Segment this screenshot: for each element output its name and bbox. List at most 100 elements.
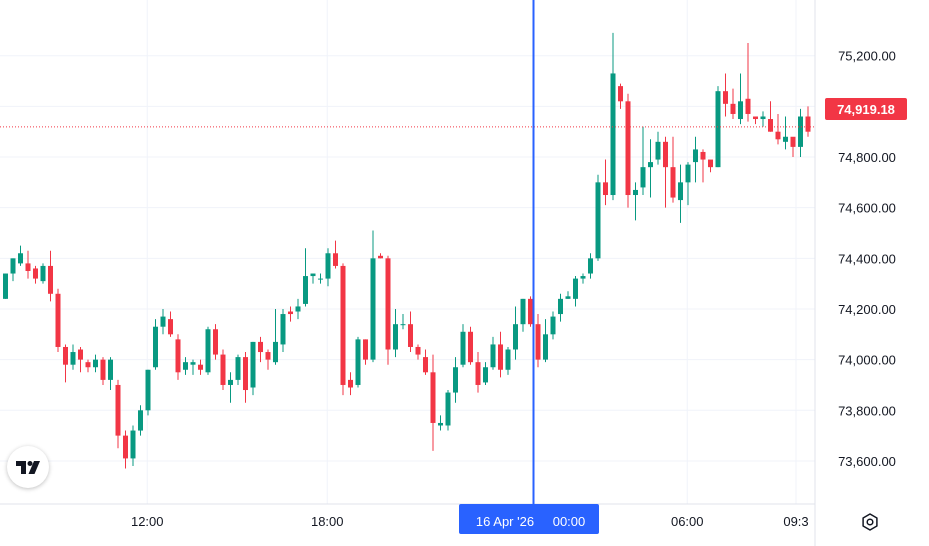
y-tick-label: 74,600.00 [838,201,896,216]
candle-body [805,116,811,132]
candle [453,357,458,403]
candle [558,293,563,322]
candle [610,32,616,201]
candle [93,354,98,373]
candle [625,93,631,208]
crosshair-date-label: 16 Apr '26 [476,514,534,529]
candle-body [588,258,593,274]
candle-body [415,346,421,355]
candle-body [288,311,293,315]
candle-body [378,255,383,259]
tradingview-logo-icon[interactable] [7,446,49,488]
candle-body [595,182,601,259]
candles [3,32,811,469]
candle [723,73,728,117]
candle-body [528,298,533,325]
candle-body [48,265,53,294]
candle-body [475,362,481,385]
candle-body [610,73,616,196]
candle-body [430,372,436,423]
candle [40,263,46,284]
candle-body [468,331,473,363]
candle [153,319,158,370]
candle [100,357,106,385]
candle [288,306,293,322]
candle [588,253,593,279]
candle-body [775,131,781,140]
candle [543,319,548,363]
candle-body [18,253,23,264]
candle-body [393,324,398,350]
candle-body [723,91,728,104]
candle [565,291,571,299]
candle [265,349,271,370]
candle [730,88,736,120]
candle [603,159,608,206]
candle-body [303,276,308,304]
candle [333,240,338,269]
candle-body [670,167,676,198]
candle-body [168,319,173,335]
candle-body [513,324,518,350]
candle [310,273,316,284]
candle [580,273,586,284]
candle [130,425,136,467]
x-tick-label: 18:00 [311,514,344,529]
candle-body [580,276,586,279]
candle [430,354,436,451]
candle [415,344,421,360]
candle [768,101,773,132]
candle [535,314,541,368]
candle [648,139,653,198]
candle-body [258,341,263,353]
candle [168,311,173,337]
candle-body [730,103,736,114]
candle [115,379,121,449]
candle-body [603,182,608,196]
candle-body [370,258,376,360]
candle-body [138,410,143,431]
candle [258,336,263,363]
candle-body [700,151,706,160]
candle [745,43,751,122]
x-tick-label: 12:00 [131,514,164,529]
candle-body [130,430,136,459]
candle [295,298,301,320]
candle [655,131,661,165]
candle-body [153,326,158,368]
candle-body [505,349,511,370]
candle [678,164,683,223]
grid [0,0,815,504]
candle [798,108,803,158]
candle-body [310,273,316,277]
settings-gear-icon[interactable] [859,511,881,533]
candle [33,265,38,284]
y-tick-label: 74,200.00 [838,302,896,317]
candle-body [768,119,773,132]
candle [340,263,346,396]
candle-body [423,357,428,373]
candle [460,324,466,368]
candle [490,336,496,370]
candle [760,111,766,127]
candle-body [10,258,16,274]
candle [18,245,23,266]
candle [123,430,128,469]
x-axis[interactable]: 12:00 18:00 06:00 09:3 [131,514,809,529]
candle [483,362,488,385]
crosshair-time-tag: 16 Apr '26 00:00 [459,504,599,534]
candle [48,250,53,302]
candle [753,116,758,125]
candle-body [3,273,8,299]
candle-body [235,357,241,380]
candle [25,250,31,279]
candle-body [33,268,38,279]
candle [475,352,481,393]
candle-body [618,86,623,102]
candle-body [708,159,713,168]
candle-body [340,265,346,385]
candle [160,308,166,335]
candle [385,255,391,365]
candle [378,253,383,259]
